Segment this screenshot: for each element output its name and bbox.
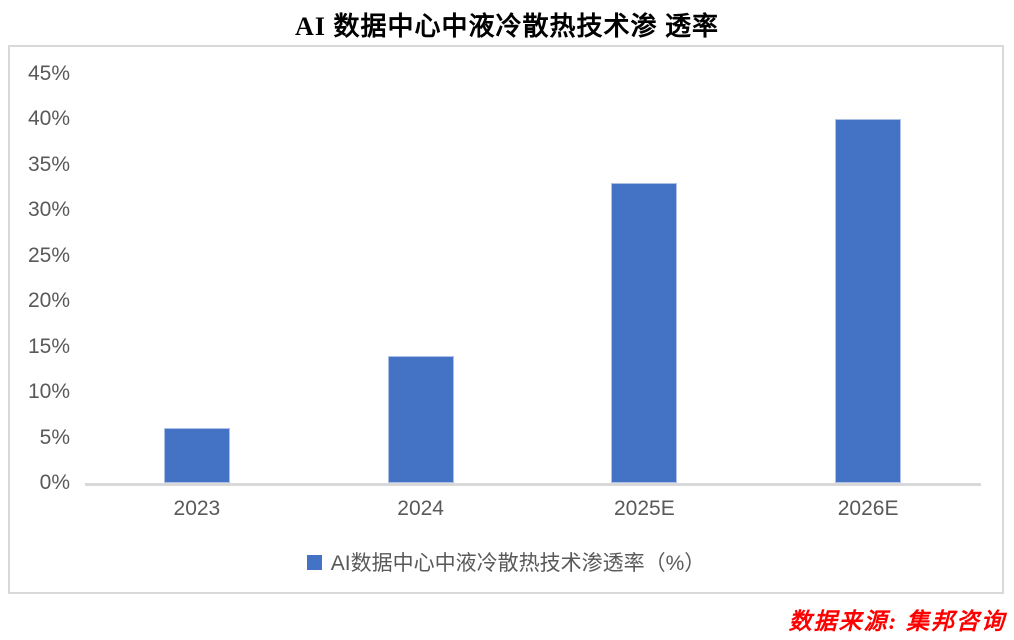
y-axis-tick-label: 40%	[27, 107, 70, 131]
x-axis-tick-label: 2026E	[837, 497, 899, 520]
y-axis-tick-label: 30%	[27, 198, 70, 222]
chart-title: AI 数据中心中液冷散热技术渗 透率	[295, 12, 719, 41]
y-axis-tick-label: 15%	[27, 334, 70, 358]
x-axis-line	[85, 483, 981, 486]
bar-2026E	[835, 119, 902, 483]
y-axis-tick-label: 0%	[39, 471, 70, 494]
y-axis-tick-label: 25%	[27, 243, 70, 267]
bar-2023	[163, 428, 230, 483]
bar-2024	[387, 355, 454, 483]
data-source-note: 数据来源: 集邦咨询	[788, 609, 1006, 634]
x-axis-tick-label: 2024	[397, 497, 444, 520]
chart-frame: 45% 40% 35% 30% 25% 20% 15% 10% 5% 0% 2023 2024 202…	[8, 45, 1004, 594]
y-axis-tick-label: 35%	[27, 152, 70, 176]
y-axis-tick-label: 20%	[27, 289, 70, 313]
legend-marker-icon	[306, 554, 322, 570]
y-axis-tick-label: 45%	[27, 62, 70, 85]
legend: AI数据中心中液冷散热技术渗透率（%）	[10, 547, 1002, 577]
legend-label: AI数据中心中液冷散热技术渗透率（%）	[330, 552, 706, 575]
y-axis-tick-label: 5%	[39, 425, 70, 449]
x-axis-tick-label: 2025E	[614, 497, 675, 520]
bar-2025E	[611, 183, 678, 483]
y-axis-tick-label: 10%	[27, 380, 70, 404]
x-axis-tick-label: 2023	[173, 497, 221, 520]
